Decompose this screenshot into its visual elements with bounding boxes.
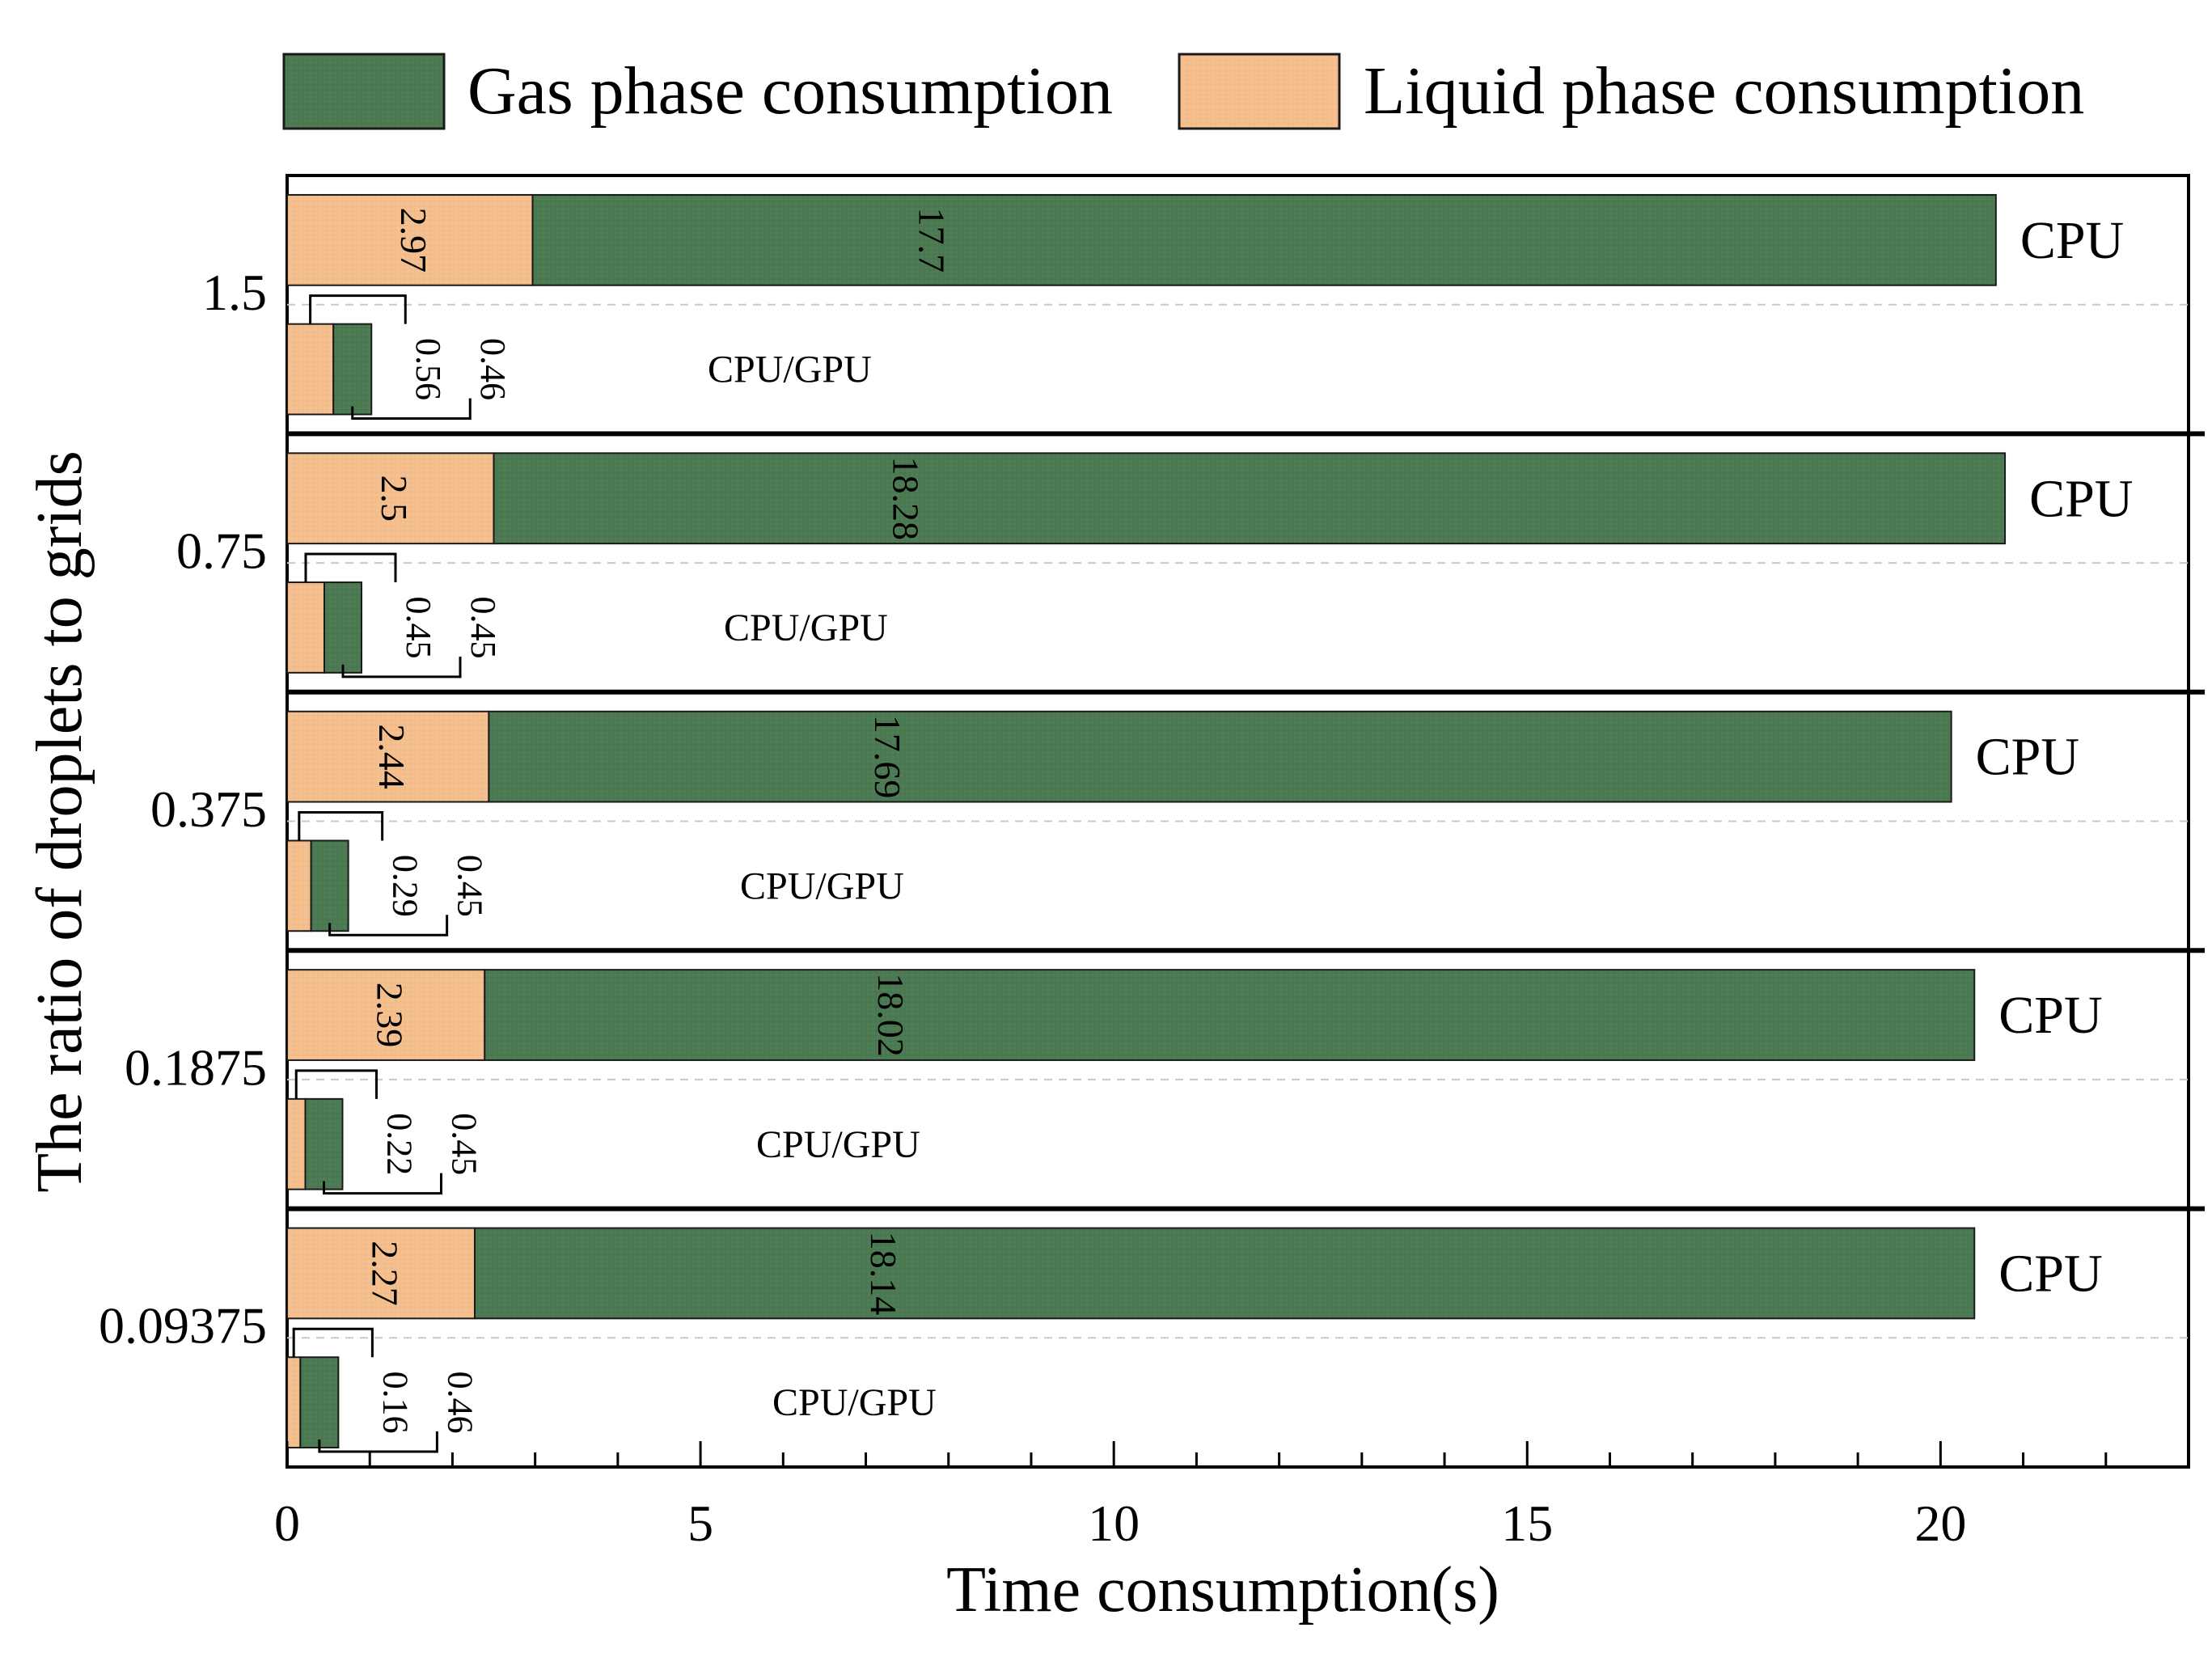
bar-label-cpu: CPU	[1976, 728, 2079, 787]
bar-gas	[493, 452, 2007, 545]
bar-gas	[304, 1097, 344, 1190]
data-label-gas: 0.45	[444, 1113, 484, 1175]
bar-gas	[299, 1356, 340, 1449]
data-label-gas: 0.46	[440, 1372, 480, 1434]
data-label-liquid: 2.5	[374, 476, 415, 522]
x-axis-title: Time consumption(s)	[946, 1554, 1499, 1626]
bar-label-cpu-gpu: CPU/GPU	[740, 865, 904, 907]
data-label-gas: 18.02	[870, 973, 911, 1057]
callout-bracket-liquid	[298, 810, 384, 841]
bar-gas	[332, 323, 373, 416]
y-tick-label: 0.09375	[99, 1297, 267, 1355]
y-tick-label: 0.75	[176, 522, 267, 579]
x-tick-label: 20	[1914, 1494, 1966, 1552]
x-tick-label: 0	[274, 1494, 300, 1552]
data-label-gas: 17.69	[867, 715, 908, 799]
x-axis: 0 5 10 15 20	[274, 1441, 2190, 1552]
data-label-gas: 18.28	[885, 457, 926, 541]
y-tick-label: 1.5	[202, 264, 267, 321]
data-label-liquid: 0.16	[375, 1372, 415, 1434]
callout-bracket-liquid	[309, 294, 407, 324]
bar-label-cpu-gpu: CPU/GPU	[708, 349, 872, 391]
callout-bracket-liquid	[292, 1327, 374, 1358]
data-label-liquid: 2.44	[371, 724, 412, 789]
bar-label-cpu: CPU	[1998, 986, 2102, 1045]
bar-liquid	[286, 1356, 302, 1449]
bar-liquid	[286, 193, 534, 286]
data-label-gas: 18.14	[863, 1232, 904, 1316]
bar-label-cpu-gpu: CPU/GPU	[772, 1381, 937, 1424]
bar-gas	[323, 581, 362, 674]
y-tick-label: 0.1875	[125, 1038, 267, 1096]
x-tick-label: 5	[687, 1494, 713, 1552]
callout-bracket-gas	[341, 656, 462, 679]
bar-label-cpu: CPU	[2020, 211, 2124, 270]
data-label-gas: 17.7	[911, 208, 953, 273]
bar-label-cpu: CPU	[1998, 1244, 2102, 1303]
y-tick-label: 0.375	[150, 780, 267, 838]
grid-lines	[287, 303, 2205, 1339]
bars	[286, 193, 2007, 1449]
data-label-liquid: 0.29	[386, 855, 425, 917]
bar-label-cpu: CPU	[2029, 469, 2133, 528]
bar-liquid	[286, 323, 335, 416]
y-axis-categories: 1.5 0.75 0.375 0.1875 0.09375	[99, 264, 267, 1355]
bar-gas	[474, 1227, 1976, 1320]
legend: Gas phase consumption Liquid phase consu…	[282, 53, 2084, 130]
bar-gas	[484, 969, 1976, 1061]
data-label-gas: 0.45	[463, 596, 503, 658]
bar-gas	[488, 710, 1952, 803]
x-tick-label: 10	[1088, 1494, 1140, 1552]
y-axis-title: The ratio of droplets to grids	[24, 450, 95, 1193]
data-label-liquid: 0.45	[399, 596, 438, 658]
legend-swatch-liquid	[1178, 53, 1341, 130]
bar-liquid	[286, 710, 490, 803]
callout-bracket-liquid	[294, 1069, 378, 1099]
bar-label-cpu-gpu: CPU/GPU	[756, 1123, 920, 1166]
data-label-liquid: 0.22	[379, 1113, 419, 1175]
bar-gas	[531, 193, 1997, 286]
data-label-liquid: 0.56	[408, 338, 448, 400]
bar-label-cpu-gpu: CPU/GPU	[724, 607, 888, 649]
legend-swatch-gas	[282, 53, 446, 130]
bar-liquid	[286, 1097, 307, 1190]
x-tick-label: 15	[1501, 1494, 1553, 1552]
callout-bracket-gas	[328, 915, 449, 936]
data-label-liquid: 2.39	[370, 983, 411, 1048]
data-label-gas: 0.46	[473, 338, 513, 400]
bar-liquid	[286, 581, 325, 674]
bar-gas	[310, 839, 349, 932]
bar-liquid	[286, 1227, 476, 1320]
data-label-liquid: 2.27	[364, 1241, 405, 1306]
data-label-gas: 0.45	[450, 855, 490, 917]
annotations: 2.97 17.7 CPU 0.56 0.46 CPU/GPU 2.5 18.28 CPU 0.4…	[292, 208, 2133, 1453]
callout-bracket-gas	[322, 1173, 442, 1195]
callout-bracket-gas	[351, 398, 472, 420]
legend-label-liquid: Liquid phase consumption	[1364, 53, 2084, 129]
bar-liquid	[286, 452, 495, 545]
legend-label-gas: Gas phase consumption	[467, 53, 1113, 129]
bar-liquid	[286, 839, 312, 932]
callout-bracket-liquid	[304, 552, 397, 583]
bar-liquid	[286, 969, 486, 1061]
callout-bracket-gas	[318, 1431, 438, 1453]
data-label-liquid: 2.97	[393, 208, 434, 273]
